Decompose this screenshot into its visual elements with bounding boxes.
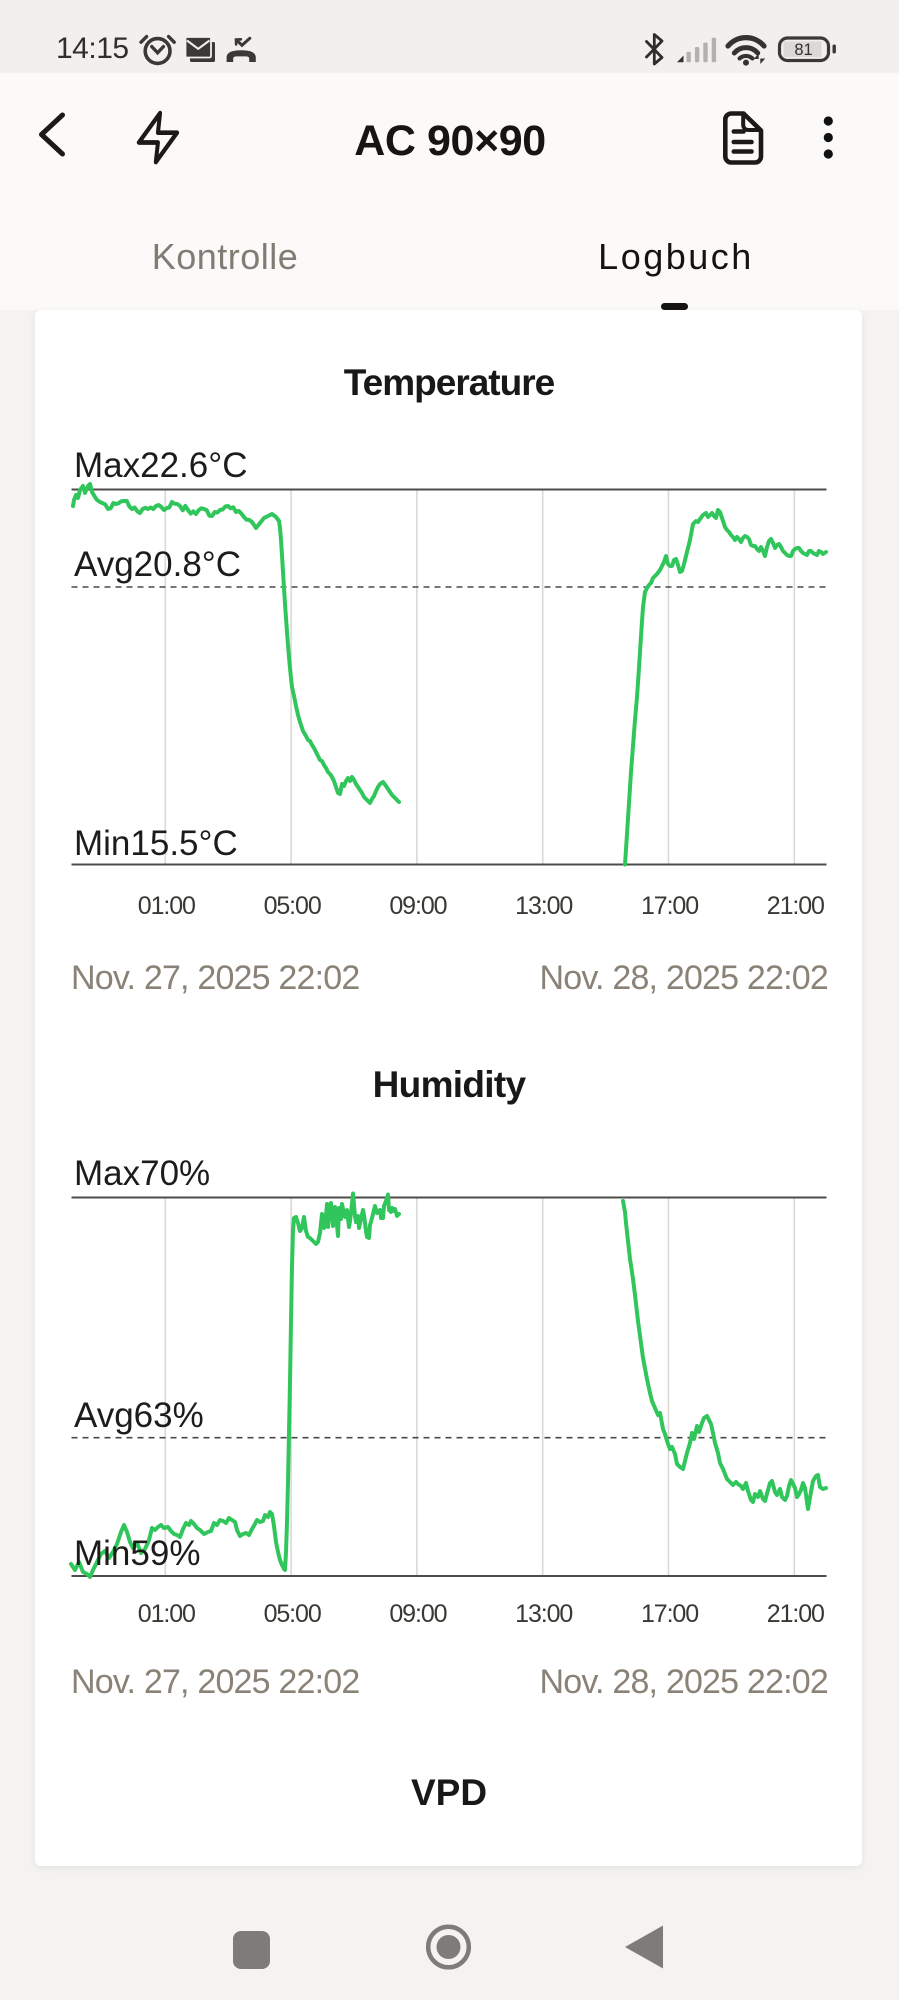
svg-text:81: 81	[794, 41, 812, 59]
